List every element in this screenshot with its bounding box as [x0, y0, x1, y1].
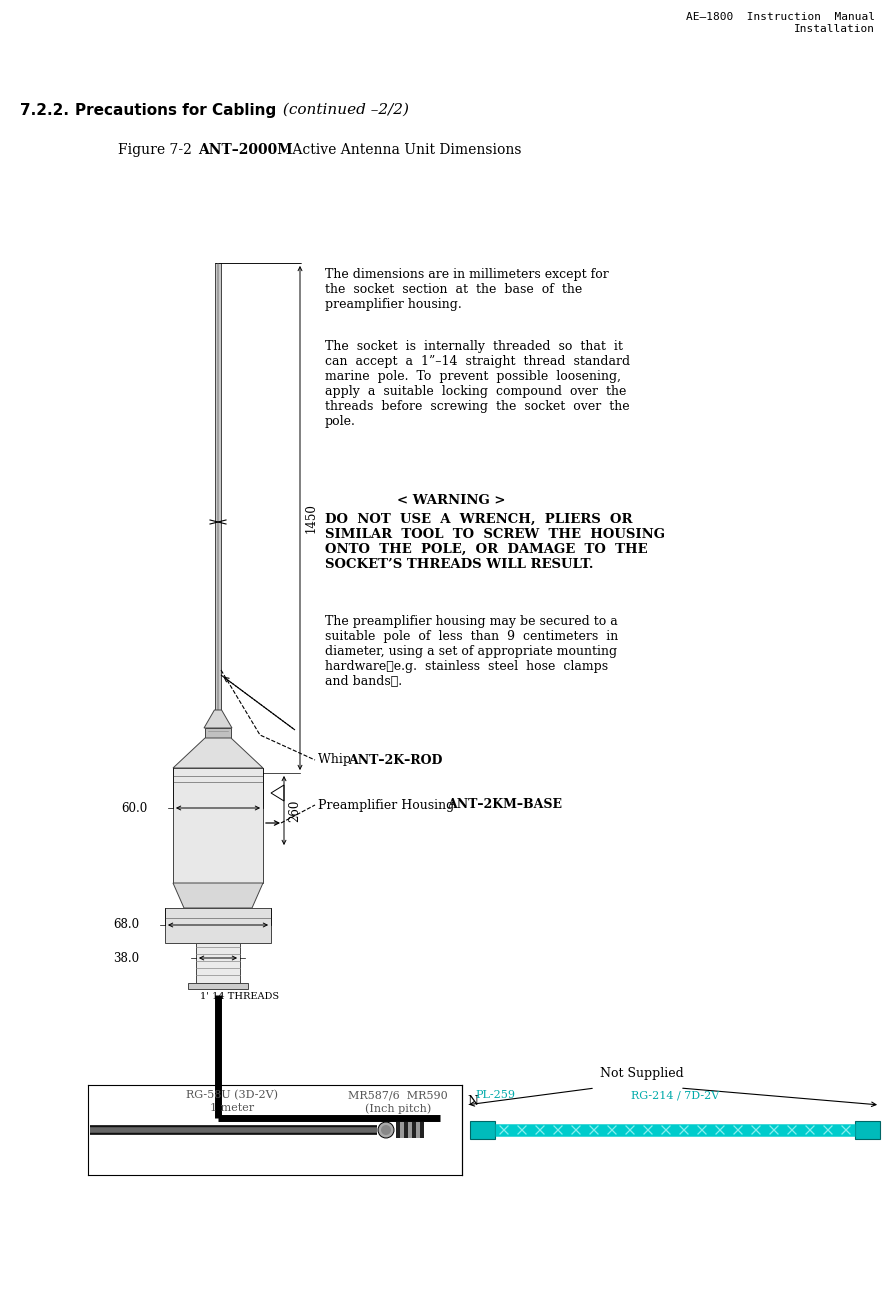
Text: N: N — [467, 1095, 478, 1108]
Text: 1450: 1450 — [305, 503, 318, 533]
Text: 38.0: 38.0 — [113, 951, 139, 965]
Text: (Inch pitch): (Inch pitch) — [365, 1103, 431, 1113]
Circle shape — [381, 1125, 391, 1134]
Text: Whip: Whip — [318, 754, 355, 766]
Text: Preamplifier Housing: Preamplifier Housing — [318, 799, 458, 812]
Text: ANT–2000M: ANT–2000M — [198, 143, 293, 157]
Text: 7.2.2.: 7.2.2. — [20, 103, 69, 118]
Bar — [420, 1123, 424, 1138]
Polygon shape — [205, 728, 231, 738]
Bar — [188, 983, 248, 990]
Text: 260: 260 — [288, 799, 301, 821]
Text: The  socket  is  internally  threaded  so  that  it
can  accept  a  1”–14  strai: The socket is internally threaded so tha… — [325, 340, 630, 428]
Text: Not Supplied: Not Supplied — [600, 1067, 683, 1080]
Text: Active Antenna Unit Dimensions: Active Antenna Unit Dimensions — [288, 143, 522, 157]
Bar — [408, 1123, 412, 1138]
Bar — [196, 944, 240, 983]
Bar — [400, 1123, 404, 1138]
Text: Figure 7-2: Figure 7-2 — [118, 143, 205, 157]
Text: The preamplifier housing may be secured to a
suitable  pole  of  less  than  9  : The preamplifier housing may be secured … — [325, 615, 618, 688]
Text: (continued –2/2): (continued –2/2) — [278, 103, 409, 117]
Polygon shape — [204, 711, 232, 728]
Bar — [470, 1121, 495, 1140]
Polygon shape — [271, 786, 284, 801]
Bar — [412, 1123, 416, 1138]
Polygon shape — [173, 738, 263, 769]
Text: MR587/6  MR590: MR587/6 MR590 — [348, 1090, 448, 1100]
Text: 60.0: 60.0 — [121, 801, 148, 815]
Bar — [215, 263, 221, 711]
Text: AE–1800  Instruction  Manual: AE–1800 Instruction Manual — [686, 12, 875, 22]
Text: 1' 14 THREADS: 1' 14 THREADS — [200, 992, 279, 1001]
Bar — [165, 908, 271, 944]
Text: 1 meter: 1 meter — [210, 1103, 255, 1113]
Text: Installation: Installation — [794, 24, 875, 34]
Text: ANT–2KM–BASE: ANT–2KM–BASE — [447, 799, 562, 812]
Text: < WARNING >: < WARNING > — [397, 494, 506, 507]
Text: DO  NOT  USE  A  WRENCH,  PLIERS  OR
SIMILAR  TOOL  TO  SCREW  THE  HOUSING
ONTO: DO NOT USE A WRENCH, PLIERS OR SIMILAR T… — [325, 513, 665, 571]
Bar — [404, 1123, 408, 1138]
Bar — [396, 1123, 400, 1138]
Bar — [217, 263, 219, 711]
Polygon shape — [173, 883, 263, 908]
Text: Precautions for Cabling: Precautions for Cabling — [75, 103, 277, 118]
Text: 68.0: 68.0 — [113, 919, 139, 932]
Text: PL-259: PL-259 — [475, 1090, 515, 1100]
Bar — [173, 769, 263, 883]
Text: The dimensions are in millimeters except for
the  socket  section  at  the  base: The dimensions are in millimeters except… — [325, 268, 609, 311]
Bar — [855, 1121, 880, 1140]
Text: RG-58U (3D-2V): RG-58U (3D-2V) — [187, 1090, 278, 1100]
Text: ANT–2K–ROD: ANT–2K–ROD — [348, 754, 442, 766]
Bar — [416, 1123, 420, 1138]
Circle shape — [378, 1123, 394, 1138]
Text: RG-214 / 7D-2V: RG-214 / 7D-2V — [631, 1090, 719, 1100]
